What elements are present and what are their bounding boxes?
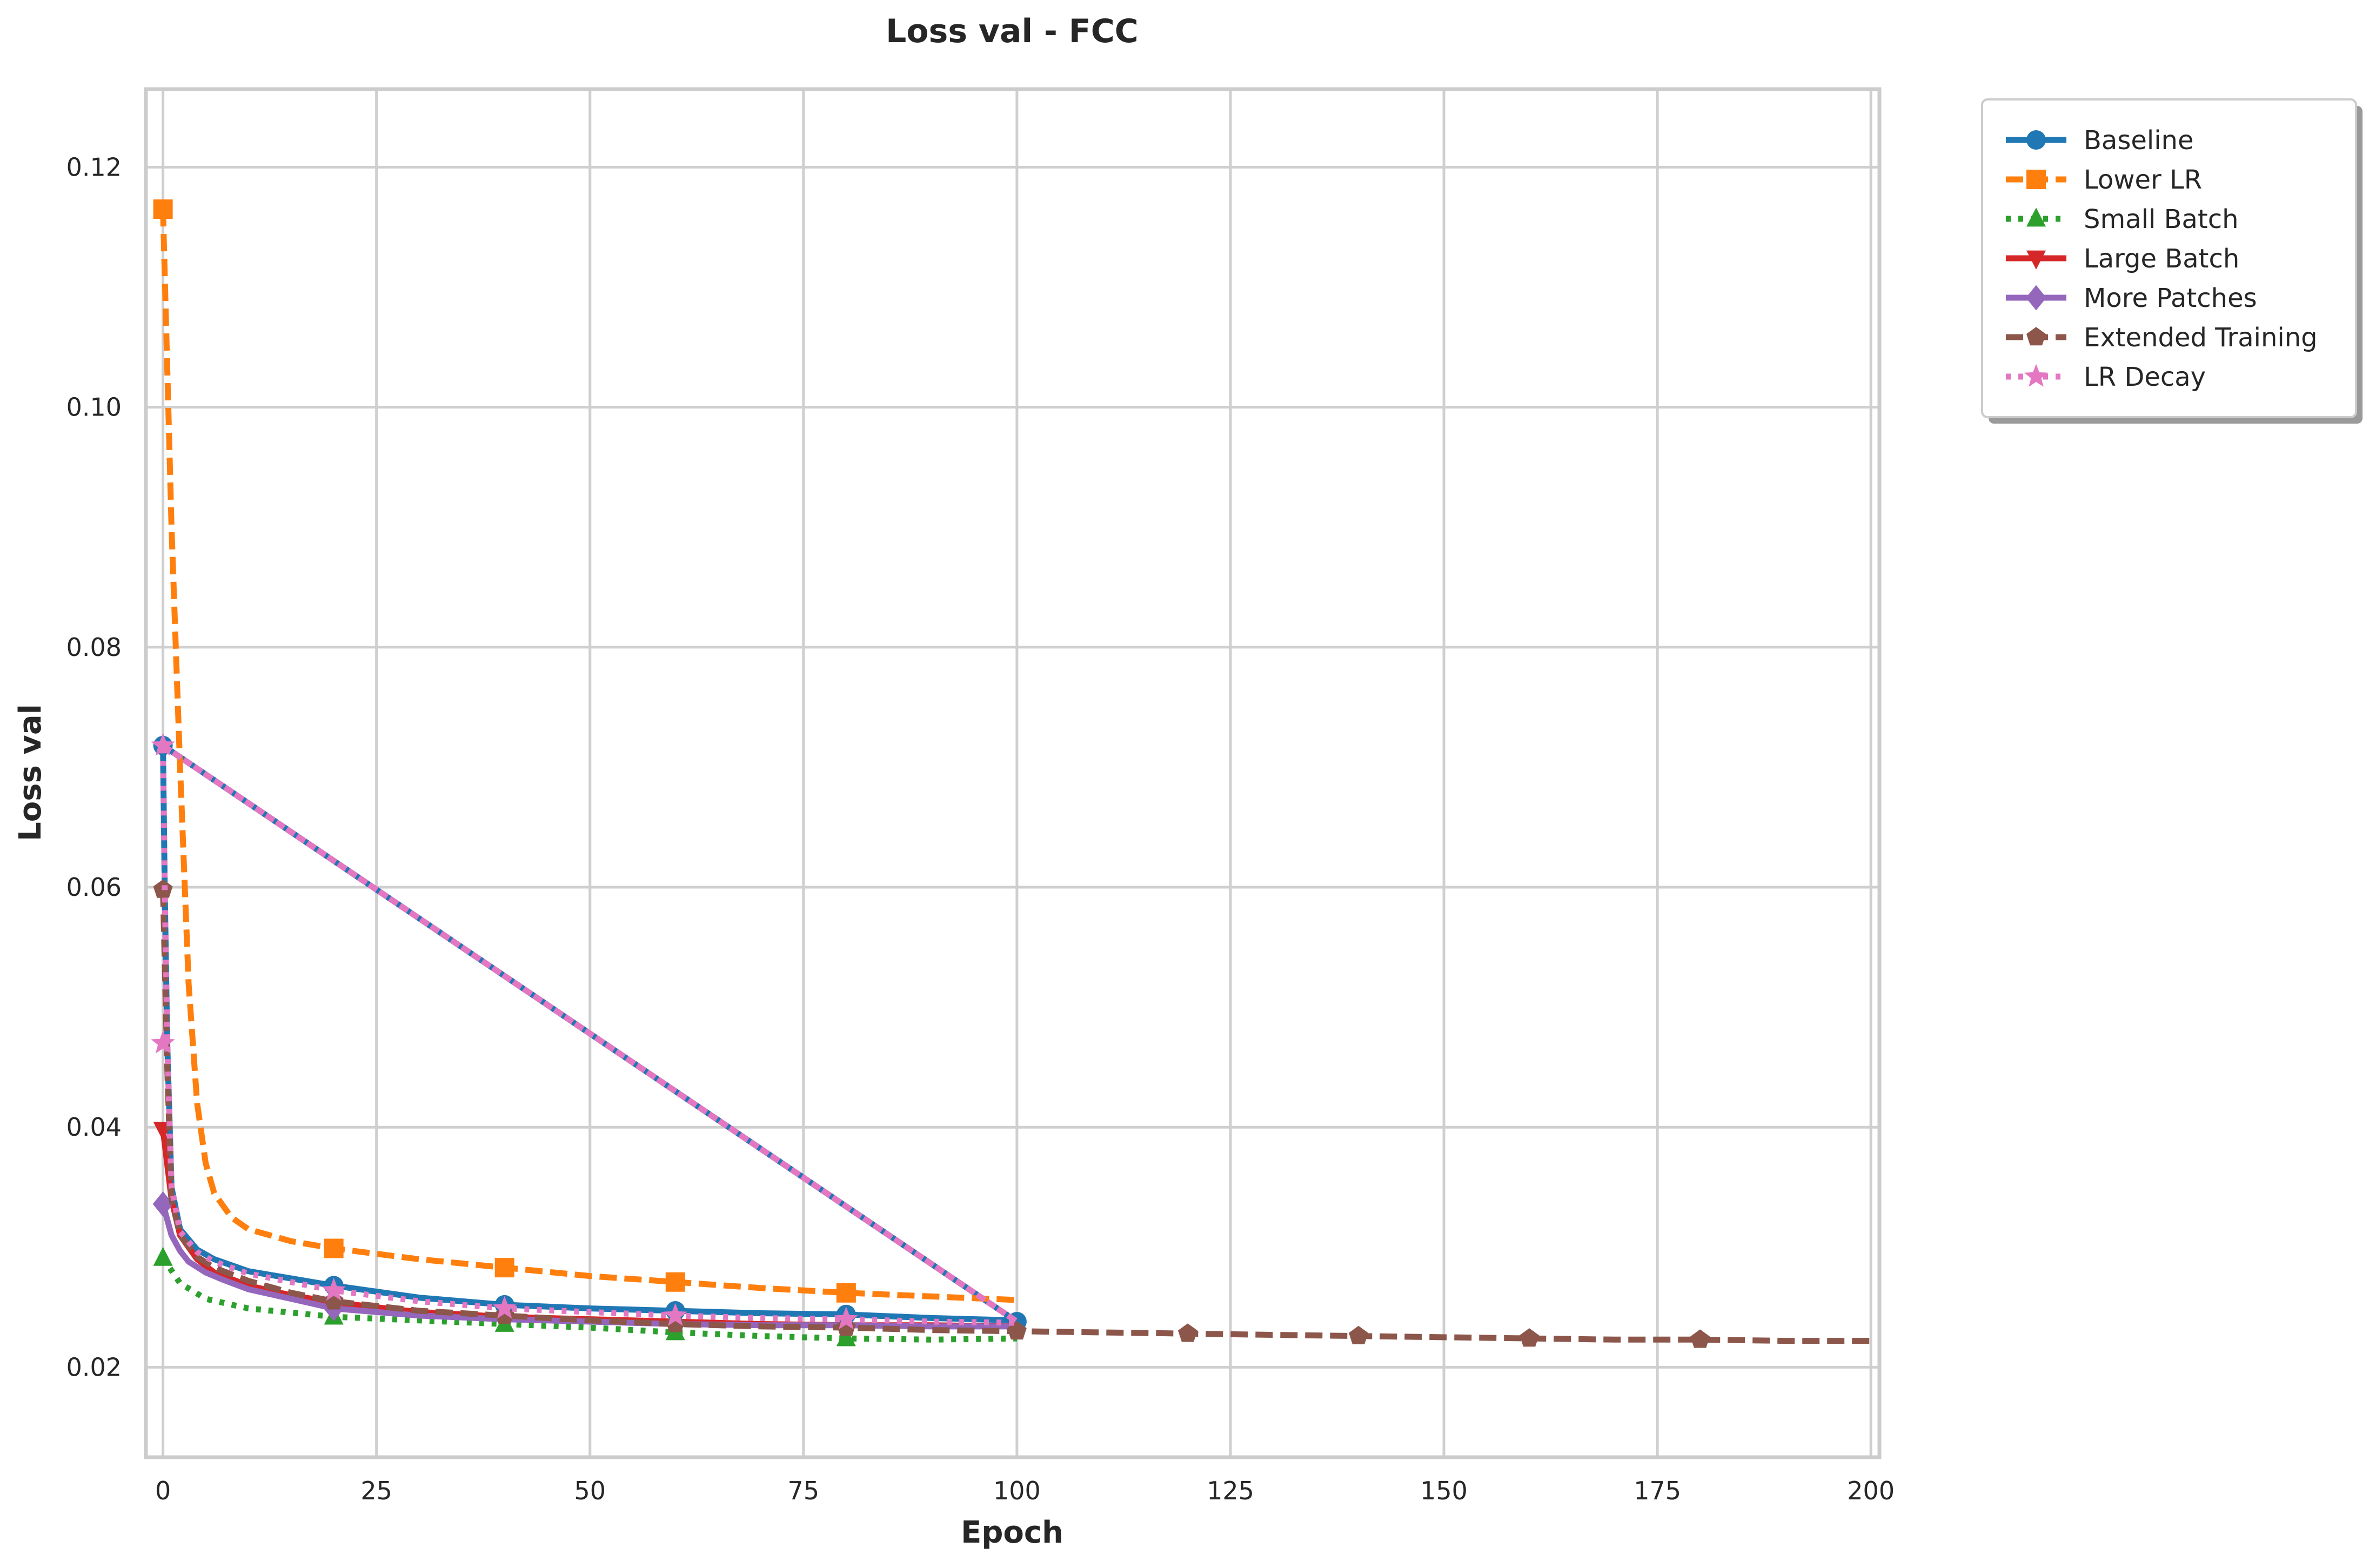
- y-tick-label: 0.08: [66, 633, 122, 662]
- y-axis-ticks: 0.02 0.04 0.06 0.08 0.10 0.12: [66, 152, 122, 1382]
- chart-title: Loss val - FCC: [886, 12, 1139, 50]
- x-axis-title: Epoch: [961, 1515, 1063, 1550]
- data-point-lr-decay: [492, 1296, 517, 1319]
- legend: Baseline Lower LR Small Batch Large Batch Mo…: [1981, 98, 2363, 424]
- x-tick-label: 125: [1207, 1476, 1254, 1505]
- data-point-extended-training: [1177, 1323, 1197, 1342]
- x-tick-label: 175: [1634, 1476, 1681, 1505]
- data-point-lr-decay: [663, 1303, 688, 1326]
- legend-marker-more-patches: [2026, 285, 2046, 311]
- legend-item-large-batch: Large Batch: [2006, 244, 2239, 274]
- legend-item-baseline: Baseline: [2006, 125, 2194, 156]
- legend-marker-lower-lr: [2026, 170, 2046, 189]
- data-point-lower-lr: [494, 1258, 514, 1278]
- data-point-extended-training: [1349, 1325, 1368, 1344]
- y-tick-label: 0.02: [66, 1352, 122, 1382]
- data-point-lr-decay: [834, 1306, 859, 1330]
- x-tick-label: 25: [360, 1476, 392, 1505]
- data-point-lower-lr: [324, 1238, 344, 1258]
- series-line-lower-lr: [160, 209, 1018, 1303]
- data-point-lower-lr: [836, 1283, 856, 1303]
- series-line-extended-training: [160, 889, 1871, 1344]
- plot-series: [151, 199, 1871, 1348]
- x-tick-label: 200: [1847, 1476, 1895, 1505]
- y-tick-label: 0.04: [66, 1113, 122, 1142]
- x-axis-ticks: 0 25 50 75 100 125 150 175 200: [155, 1476, 1895, 1505]
- plot-area-frame: [144, 87, 1882, 1459]
- legend-item-more-patches: More Patches: [2006, 283, 2257, 313]
- legend-item-extended-training: Extended Training: [2006, 323, 2318, 353]
- legend-label-extended-training: Extended Training: [2084, 323, 2318, 353]
- legend-marker-lr-decay: [2024, 364, 2049, 387]
- x-tick-label: 150: [1420, 1476, 1468, 1505]
- legend-box: [1981, 98, 2357, 418]
- legend-label-more-patches: More Patches: [2084, 283, 2257, 313]
- legend-item-lr-decay: LR Decay: [2006, 362, 2206, 392]
- x-tick-label: 0: [155, 1476, 171, 1505]
- legend-items: Baseline Lower LR Small Batch Large Batch Mo…: [2006, 125, 2318, 392]
- data-point-lr-decay: [322, 1277, 346, 1301]
- data-point-small-batch: [836, 1327, 856, 1346]
- legend-item-small-batch: Small Batch: [2006, 204, 2239, 234]
- series-lr-decay: [151, 733, 1020, 1330]
- x-tick-label: 75: [788, 1476, 820, 1505]
- legend-marker-baseline: [2026, 130, 2046, 150]
- data-point-more-patches: [152, 1191, 173, 1217]
- y-tick-label: 0.10: [66, 393, 122, 422]
- legend-label-baseline: Baseline: [2084, 125, 2194, 156]
- legend-label-large-batch: Large Batch: [2084, 244, 2239, 274]
- series-lower-lr: [153, 199, 1018, 1303]
- legend-label-lower-lr: Lower LR: [2084, 165, 2202, 195]
- legend-label-lr-decay: LR Decay: [2084, 362, 2206, 392]
- series-extended-training: [153, 879, 1871, 1348]
- legend-marker-small-batch: [2026, 207, 2046, 227]
- data-point-lower-lr: [665, 1272, 685, 1292]
- x-tick-label: 50: [574, 1476, 606, 1505]
- legend-marker-extended-training: [2026, 327, 2046, 346]
- data-point-extended-training: [1520, 1328, 1540, 1347]
- y-axis-title: Loss val: [13, 704, 48, 841]
- data-point-extended-training: [1690, 1329, 1710, 1348]
- series-line-lr-decay: [160, 742, 1020, 1326]
- legend-label-small-batch: Small Batch: [2084, 204, 2239, 234]
- legend-item-lower-lr: Lower LR: [2006, 165, 2202, 195]
- grid-lines: [146, 89, 1879, 1457]
- legend-marker-large-batch: [2026, 250, 2046, 270]
- y-tick-label: 0.12: [66, 152, 122, 182]
- data-point-lr-decay: [151, 733, 175, 756]
- x-tick-label: 100: [993, 1476, 1041, 1505]
- data-point-lr-decay: [151, 1030, 175, 1054]
- data-point-lower-lr: [153, 199, 173, 219]
- y-tick-label: 0.06: [66, 873, 122, 902]
- data-point-small-batch: [153, 1247, 173, 1266]
